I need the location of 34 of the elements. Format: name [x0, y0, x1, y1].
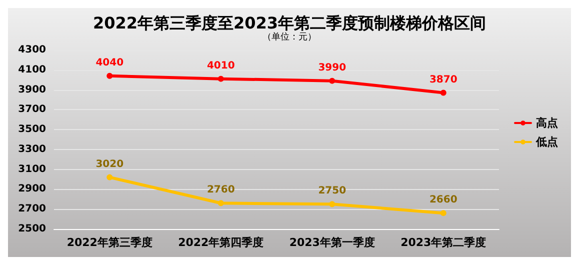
chart-title: 2022年第三季度至2023年第二季度预制楼梯价格区间 — [92, 14, 486, 32]
y-tick-label: 4100 — [18, 64, 46, 76]
y-tick-label: 3900 — [18, 84, 46, 96]
point — [440, 210, 446, 216]
point — [329, 78, 336, 84]
data-label: 2750 — [318, 186, 346, 197]
data-label: 4040 — [96, 57, 124, 68]
point — [440, 90, 446, 96]
y-tick-label: 3700 — [18, 104, 46, 116]
x-tick-label: 2022年第三季度 — [66, 236, 152, 249]
chart-subtitle: （单位：元） — [262, 32, 316, 42]
point — [106, 72, 113, 79]
y-tick-label: 2700 — [18, 204, 46, 215]
y-tick-label: 4300 — [18, 44, 46, 56]
data-label: 2660 — [429, 194, 458, 206]
y-tick-label: 2500 — [18, 224, 46, 234]
y-tick-label: 3100 — [18, 164, 46, 175]
x-tick-label: 2023年第二季度 — [400, 236, 486, 249]
point — [329, 201, 336, 208]
legend-label: 高点 — [536, 116, 558, 130]
point — [218, 200, 224, 206]
data-label: 4010 — [206, 60, 235, 72]
data-label: 3020 — [96, 158, 124, 170]
x-tick-label: 2022年第四季度 — [178, 236, 264, 249]
data-label: 3990 — [318, 62, 346, 74]
x-tick-label: 2023年第一季度 — [289, 236, 375, 249]
y-tick-label: 2900 — [18, 184, 46, 195]
point — [106, 174, 113, 180]
data-label: 2760 — [206, 184, 235, 196]
y-tick-label: 3300 — [18, 144, 46, 155]
legend-label: 低点 — [535, 136, 558, 148]
point — [218, 76, 224, 82]
y-tick-label: 3500 — [18, 124, 46, 136]
data-label: 3870 — [429, 74, 458, 86]
